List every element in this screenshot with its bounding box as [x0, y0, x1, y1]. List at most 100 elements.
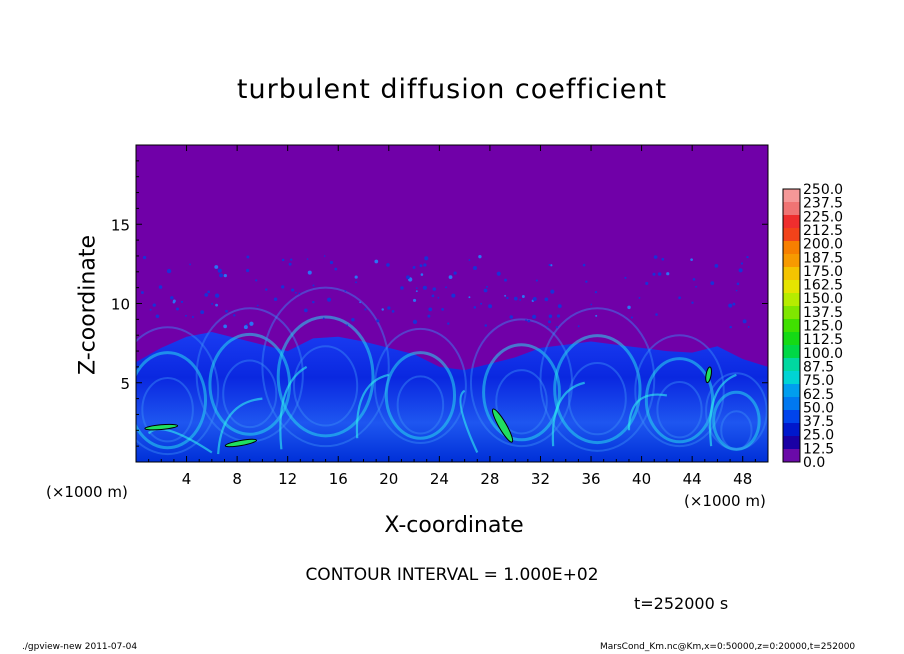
turbulent-layer: [136, 332, 768, 462]
colorbar-swatch: [783, 280, 800, 293]
turbulence-blob: [391, 310, 395, 313]
turbulence-blob: [468, 259, 471, 261]
turbulence-blob: [582, 263, 586, 267]
turbulence-blob: [304, 308, 308, 313]
turbulence-blob: [550, 264, 553, 267]
contour-feature: [491, 408, 514, 443]
turbulence-blob: [273, 297, 278, 301]
turbulence-blob: [215, 303, 218, 307]
footer-right: MarsCond_Km.nc@Km,x=0:50000,z=0:20000,t=…: [600, 642, 856, 652]
x-axis-label: X-coordinate: [384, 513, 524, 538]
colorbar-label: 62.5: [803, 387, 834, 403]
colorbar-label: 87.5: [803, 359, 834, 375]
plume-swirl: [539, 307, 656, 452]
turbulence-blob: [627, 305, 631, 310]
x-tick-label: 20: [379, 470, 398, 488]
plume-streak: [709, 373, 737, 447]
turbulence-blob: [424, 256, 429, 261]
turbulence-blob: [223, 324, 227, 329]
turbulence-blob: [692, 278, 696, 281]
colorbar-label: 150.0: [803, 291, 843, 307]
turbulence-blob: [255, 279, 258, 282]
turbulence-blob: [204, 293, 209, 297]
plume-swirl: [720, 410, 753, 451]
plume-swirl: [293, 345, 359, 427]
turbulence-blob: [732, 302, 736, 306]
plume-swirl: [634, 334, 725, 448]
turbulence-blob: [312, 300, 315, 304]
colorbar-swatch: [783, 215, 800, 228]
turbulence-blob: [747, 325, 750, 328]
turbulence-blob: [166, 268, 172, 274]
turbulence-blob: [645, 281, 649, 286]
turbulence-blob: [451, 293, 456, 298]
colorbar-swatch: [783, 189, 800, 202]
turbulence-blob: [729, 325, 732, 329]
turbulence-blob: [678, 296, 681, 300]
turbulence-blob: [638, 296, 641, 299]
turbulence-blob: [431, 294, 435, 298]
turbulence-blob: [468, 296, 471, 299]
colorbar-frame: [782, 188, 801, 463]
turbulence-blob: [695, 285, 698, 288]
x-tick-label: 48: [733, 470, 752, 488]
turbulence-blob: [556, 314, 561, 318]
plume-swirl: [136, 326, 220, 456]
turbulence-blob: [322, 317, 325, 320]
turbulence-blob: [142, 255, 147, 260]
colorbar-swatch: [783, 241, 800, 254]
turbulence-blob: [513, 296, 518, 301]
turbulence-blob: [746, 255, 749, 259]
turbulence-blob: [415, 290, 418, 293]
turbulence-blob: [630, 316, 633, 319]
plume-streak: [459, 389, 479, 453]
turbulence-blob: [307, 270, 312, 275]
turbulence-blob: [532, 314, 537, 319]
turbulence-blob: [355, 281, 357, 284]
turbulence-blob: [359, 301, 362, 304]
turbulence-blob: [690, 258, 693, 261]
colorbar-swatch: [783, 384, 800, 397]
plume-swirl: [469, 318, 574, 448]
turbulence-blob: [386, 263, 390, 267]
turbulence-blob: [214, 293, 220, 298]
turbulence-blob: [714, 264, 719, 268]
turbulence-blob: [447, 322, 450, 325]
colorbar-swatch: [783, 358, 800, 371]
turbulence-blob: [480, 302, 483, 305]
colorbar-swatch: [783, 293, 800, 306]
colorbar-swatch: [783, 397, 800, 410]
turbulence-blob: [423, 263, 427, 267]
colorbar-swatch: [783, 423, 800, 436]
turbulence-blob: [249, 321, 254, 326]
turbulence-blob: [448, 275, 453, 280]
turbulence-blob: [172, 300, 176, 304]
turbulence-blob: [736, 282, 740, 286]
turbulence-blob: [504, 278, 508, 282]
y-tick-label: 15: [111, 216, 130, 234]
contour-interval-label: CONTOUR INTERVAL = 1.000E+02: [305, 565, 599, 585]
plume-streak: [147, 428, 213, 454]
turbulence-blob: [710, 281, 715, 286]
colorbar-label: 250.0: [803, 182, 843, 198]
plume-streak: [279, 365, 308, 450]
x-tick-label: 28: [480, 470, 499, 488]
turbulence-blob: [326, 297, 332, 302]
turbulence-blob: [256, 304, 259, 307]
turbulence-blob: [364, 308, 367, 311]
plume-swirl: [373, 327, 467, 444]
turbulence-blob: [281, 258, 285, 262]
turbulence-blob: [485, 285, 488, 288]
turbulence-blob: [555, 325, 558, 329]
turbulence-blob: [155, 314, 160, 319]
turbulence-blob: [550, 289, 555, 294]
turbulence-blob: [735, 289, 738, 292]
turbulence-blob: [548, 263, 551, 267]
footer-left: ./gpview-new 2011-07-04: [22, 642, 138, 652]
turbulence-blob: [473, 306, 477, 309]
y-tick-label: 5: [120, 375, 130, 393]
turbulence-blob: [519, 298, 522, 301]
plume-streak: [627, 393, 668, 431]
colorbar-swatch: [783, 345, 800, 358]
turbulence-blob: [478, 254, 482, 259]
